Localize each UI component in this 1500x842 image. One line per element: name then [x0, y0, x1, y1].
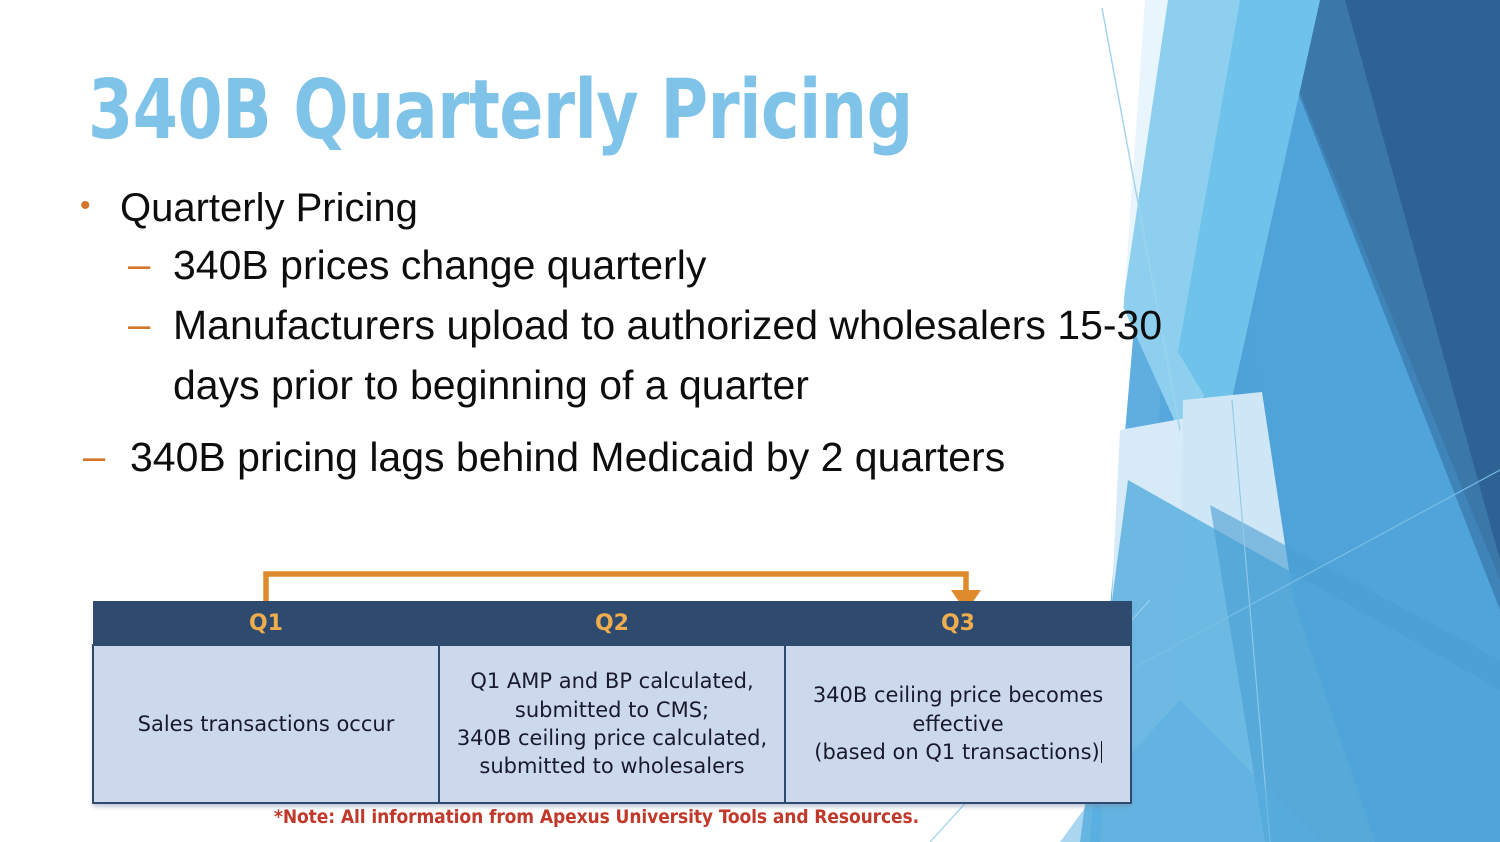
table-cell-q2: Q1 AMP and BP calculated, submitted to C… [438, 644, 786, 804]
cell-line: Sales transactions occur [137, 711, 395, 736]
quarter-flow-table: Q1 Q2 Q3 Sales transactions occur Q1 AMP… [92, 601, 1132, 804]
bullet-item-prices-change-quarterly: – 340B prices change quarterly [80, 236, 1230, 296]
page-title: 340B Quarterly Pricing [88, 63, 913, 158]
cell-line: 340B ceiling price becomes [812, 683, 1104, 708]
table-row: Sales transactions occur Q1 AMP and BP c… [92, 644, 1132, 804]
cell-line: effective [912, 711, 1004, 736]
table-cell-q1: Sales transactions occur [92, 644, 440, 804]
table-cell-q3: 340B ceiling price becomes effective (ba… [784, 644, 1132, 804]
cell-line: submitted to CMS; [514, 697, 710, 722]
cell-line: (based on Q1 transactions) [796, 738, 1120, 766]
bullet-dot-icon: • [80, 189, 91, 222]
cell-line: 340B ceiling price calculated, [456, 726, 768, 750]
bullet-item-quarterly-pricing: • Quarterly Pricing [80, 183, 1230, 234]
q1-to-q3-arrow-icon [263, 571, 981, 612]
bullet-text: 340B pricing lags behind Medicaid by 2 q… [130, 433, 1006, 480]
bullet-item-manufacturers-upload: – Manufacturers upload to authorized who… [80, 296, 1230, 416]
text-cursor-caret [1100, 741, 1102, 764]
bullet-dash-icon: – [128, 243, 151, 288]
table-header-q3: Q3 [784, 601, 1132, 646]
table-header-q2: Q2 [438, 601, 786, 646]
body-bullet-list: • Quarterly Pricing – 340B prices change… [80, 183, 1230, 488]
footnote-text: *Note: All information from Apexus Unive… [274, 806, 919, 828]
cell-line-text: (based on Q1 transactions) [814, 740, 1100, 765]
cell-line: Q1 AMP and BP calculated, [470, 669, 754, 694]
table-header-q1: Q1 [92, 601, 440, 646]
table-header-row: Q1 Q2 Q3 [92, 601, 1132, 646]
bullet-item-pricing-lags-medicaid: – 340B pricing lags behind Medicaid by 2… [80, 428, 1230, 488]
bullet-text: 340B prices change quarterly [173, 242, 707, 289]
bullet-text: Quarterly Pricing [120, 186, 418, 230]
bullet-dash-icon: – [128, 303, 151, 348]
cell-line: submitted to wholesalers [479, 754, 745, 779]
bullet-dash-icon: – [83, 434, 106, 479]
bullet-text: Manufacturers upload to authorized whole… [173, 302, 1163, 408]
